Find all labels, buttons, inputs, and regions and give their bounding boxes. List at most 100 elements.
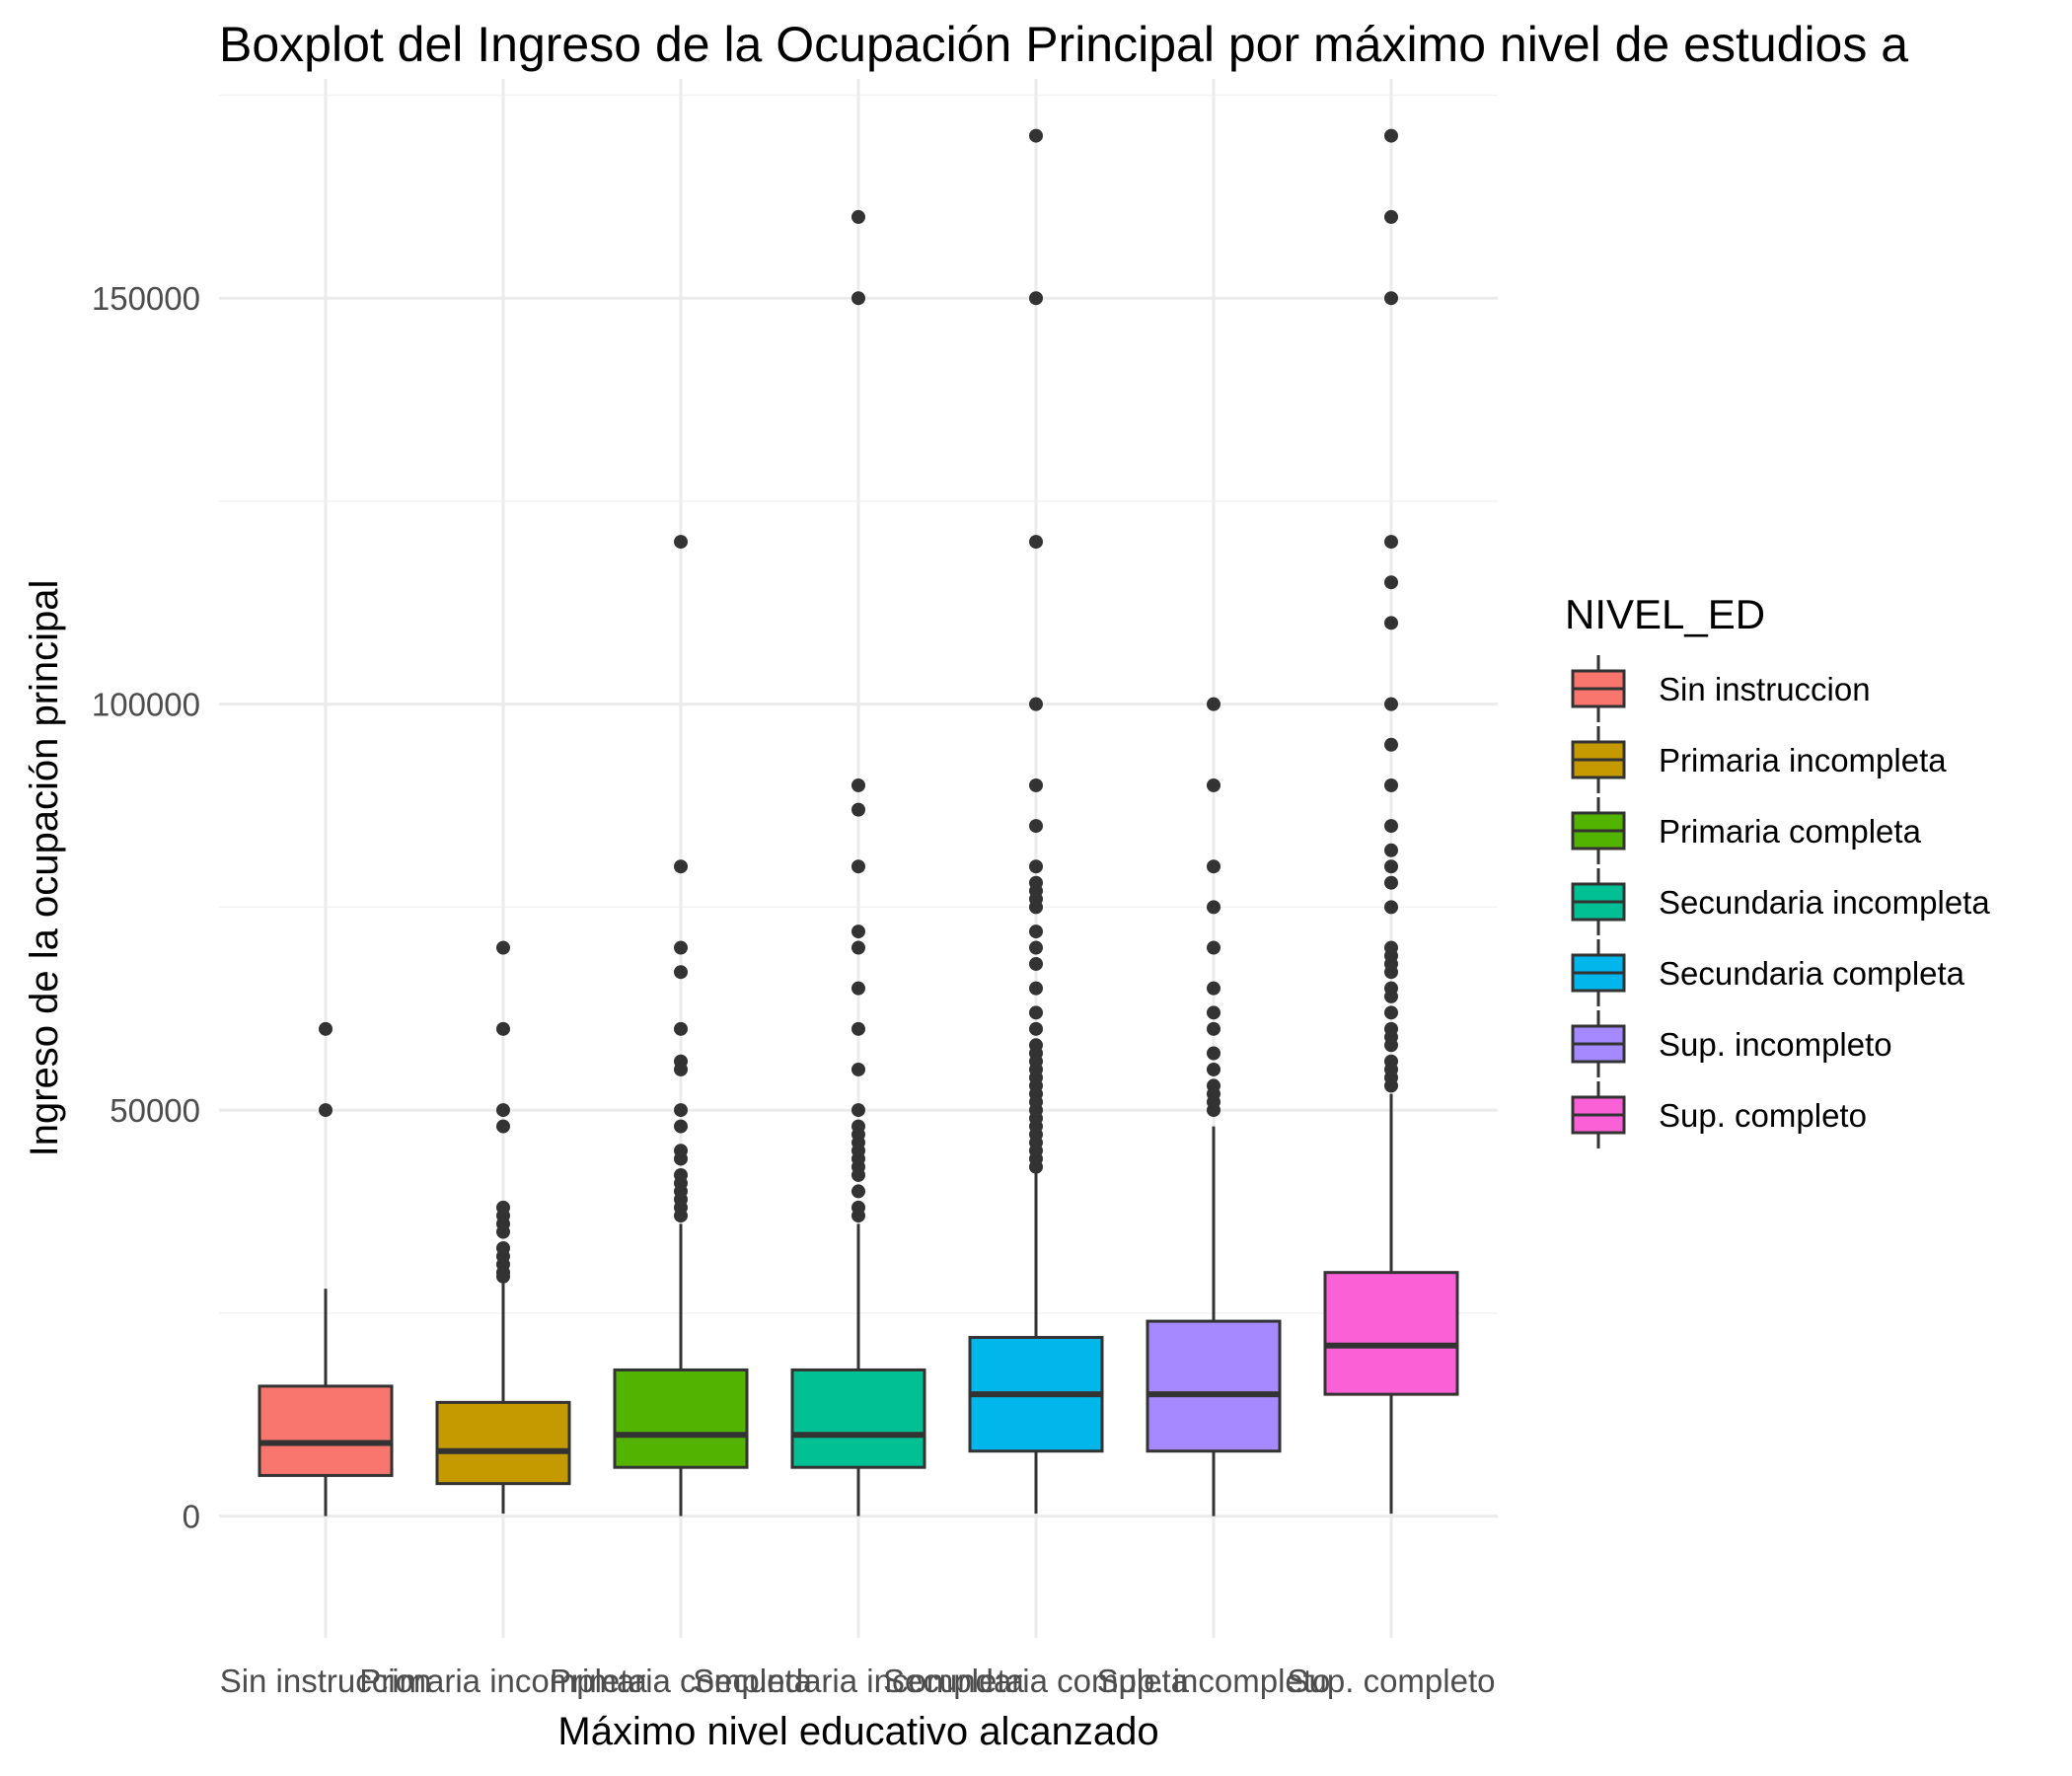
outlier-point [496, 940, 510, 955]
legend-title: NIVEL_ED [1565, 591, 1765, 637]
outlier-point [851, 1103, 865, 1118]
outlier-point [851, 859, 865, 874]
box-group [790, 209, 926, 1517]
outlier-point [1029, 819, 1043, 834]
x-tick-label: Sin instruccion [220, 1663, 432, 1699]
outlier-point [1029, 925, 1043, 939]
legend-item: Secundaria completa [1571, 939, 1965, 1006]
box [1323, 1271, 1459, 1396]
outlier-point [1029, 981, 1043, 996]
outlier-point [1384, 819, 1398, 834]
outlier-point [1029, 1038, 1043, 1053]
box-group [435, 940, 571, 1515]
outlier-point [851, 291, 865, 306]
outlier-point [1384, 697, 1398, 711]
box [613, 1368, 749, 1469]
outlier-point [674, 1119, 688, 1134]
outlier-point [1207, 1021, 1221, 1036]
outlier-point [1384, 1054, 1398, 1069]
outlier-point [1029, 875, 1043, 890]
outlier-point [1207, 1046, 1221, 1061]
outlier-point [496, 1021, 510, 1036]
outlier-point [851, 1184, 865, 1199]
outlier-point [1029, 777, 1043, 792]
outlier-point [1029, 859, 1043, 874]
outlier-point [1029, 956, 1043, 971]
outlier-point [1207, 940, 1221, 955]
outlier-point [1207, 777, 1221, 792]
outlier-point [1384, 291, 1398, 306]
legend-item: Sin instruccion [1571, 655, 1871, 722]
legend-label: Sup. completo [1659, 1097, 1867, 1134]
outlier-point [674, 1167, 688, 1182]
outlier-point [851, 1021, 865, 1036]
outlier-point [1207, 1078, 1221, 1093]
outlier-point [1029, 291, 1043, 306]
outlier-point [674, 1103, 688, 1118]
outlier-point [1384, 900, 1398, 915]
legend-item: Primaria completa [1571, 797, 1922, 864]
y-axis-title: Ingreso de la ocupación principal [23, 580, 66, 1157]
box [258, 1384, 394, 1477]
boxes [258, 128, 1459, 1517]
legend-label: Primaria incompleta [1659, 742, 1947, 778]
outlier-point [851, 209, 865, 224]
outlier-point [319, 1021, 333, 1036]
outlier-point [1029, 128, 1043, 143]
y-tick-label: 100000 [92, 687, 200, 723]
outlier-point [851, 777, 865, 792]
legend-item: Sup. completo [1571, 1081, 1867, 1148]
outlier-point [851, 981, 865, 996]
box-group [1323, 128, 1459, 1515]
outlier-point [851, 925, 865, 939]
outlier-point [1384, 737, 1398, 752]
outlier-point [674, 859, 688, 874]
outlier-point [1029, 535, 1043, 550]
outlier-point [1384, 777, 1398, 792]
outlier-point [1207, 1062, 1221, 1076]
legend-item: Sup. incompleto [1571, 1010, 1892, 1077]
outlier-point [851, 1200, 865, 1215]
legend-label: Secundaria incompleta [1659, 884, 1990, 921]
y-tick-label: 0 [183, 1499, 200, 1535]
outlier-point [1384, 843, 1398, 857]
outlier-point [1384, 940, 1398, 955]
box [790, 1368, 926, 1469]
x-tick-label: Primaria completa [550, 1663, 813, 1699]
outlier-point [1384, 616, 1398, 630]
y-tick-label: 150000 [92, 280, 200, 317]
outlier-point [1029, 697, 1043, 711]
x-tick-label: Sup. completo [1288, 1663, 1496, 1699]
legend-label: Primaria completa [1659, 813, 1922, 850]
x-axis-title: Máximo nivel educativo alcanzado [557, 1710, 1158, 1753]
x-tick-label: Secundaria incompleta [693, 1663, 1024, 1699]
outlier-point [851, 802, 865, 817]
outlier-point [851, 1119, 865, 1134]
outlier-point [674, 965, 688, 980]
outlier-point [674, 1021, 688, 1036]
outlier-point [1207, 1005, 1221, 1020]
outlier-point [1029, 1021, 1043, 1036]
outlier-point [1207, 900, 1221, 915]
outlier-point [496, 1119, 510, 1134]
box-group [258, 1021, 394, 1517]
outlier-point [1029, 940, 1043, 955]
box-group [613, 535, 749, 1517]
x-tick-label: Sup. incompleto [1097, 1663, 1331, 1699]
x-tick-label: Secundaria completa [883, 1663, 1190, 1699]
outlier-point [1207, 697, 1221, 711]
legend-label: Sup. incompleto [1659, 1026, 1892, 1063]
legend-item: Secundaria incompleta [1571, 868, 1990, 935]
outlier-point [1384, 859, 1398, 874]
legend-label: Secundaria completa [1659, 955, 1965, 992]
y-axis-ticks: 0 50000 100000 150000 [92, 280, 200, 1534]
outlier-point [1029, 1005, 1043, 1020]
outlier-point [674, 940, 688, 955]
outlier-point [319, 1103, 333, 1118]
legend-items: Sin instruccion Primaria incompleta Primar… [1571, 655, 1990, 1148]
box [1146, 1319, 1282, 1453]
outlier-point [1384, 575, 1398, 590]
legend-item: Primaria incompleta [1571, 726, 1947, 793]
outlier-point [674, 1054, 688, 1069]
